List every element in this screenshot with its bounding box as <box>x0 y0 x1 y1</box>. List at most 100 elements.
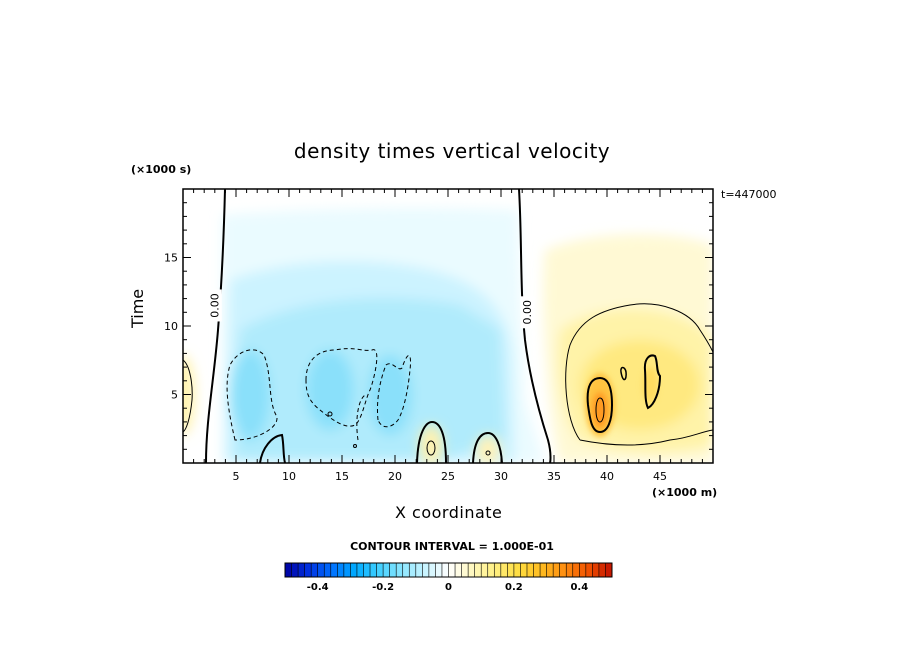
pos-contour-0.3 <box>595 397 605 423</box>
colorbar-segment <box>356 563 364 577</box>
chart-title: density times vertical velocity <box>293 139 611 163</box>
y-tick-label: 10 <box>164 320 178 333</box>
neg-contour-small-a <box>327 411 333 417</box>
colorbar-segment <box>370 563 377 577</box>
y-tick-label: 15 <box>164 252 178 265</box>
x-axis-unit: (×1000 m) <box>652 486 718 499</box>
colorbar-segment <box>572 563 580 577</box>
colorbar-segment <box>409 563 417 577</box>
contour-label-bg <box>207 289 222 322</box>
colorbar-segment <box>605 563 613 577</box>
colorbar-segment <box>324 563 332 577</box>
neg-contour-c <box>377 355 411 428</box>
colorbar <box>284 562 613 578</box>
colorbar-segment <box>500 563 508 577</box>
colorbar-segment <box>435 563 443 577</box>
x-tick-label: 45 <box>653 470 667 483</box>
pos-contour-small-a <box>426 440 436 456</box>
pos-contour-edge <box>183 359 193 433</box>
x-axis-title: X coordinate <box>395 503 503 522</box>
colorbar-frame <box>284 562 613 578</box>
colorbar-segment <box>311 563 318 577</box>
colorbar-segment <box>494 563 502 577</box>
colorbar-segment <box>474 563 482 577</box>
x-tick-label: 15 <box>335 470 349 483</box>
y-axis-unit: (×1000 s) <box>131 163 192 176</box>
colorbar-segment <box>317 563 325 577</box>
x-tick-label: 25 <box>441 470 455 483</box>
pos-contour-0.2 <box>586 376 614 434</box>
x-tick-label: 5 <box>233 470 240 483</box>
colorbar-segment <box>383 563 390 577</box>
colorbar-segment <box>540 563 547 577</box>
colorbar-segment <box>546 563 554 577</box>
pos-contour-0.1 <box>565 303 713 446</box>
colorbar-tick-label: -0.2 <box>372 582 394 593</box>
colorbar-segment <box>592 563 600 577</box>
colorbar-segment <box>389 563 397 577</box>
colorbar-tick-label: -0.4 <box>307 582 329 593</box>
negative-region <box>222 207 545 463</box>
colorbar-segment <box>415 563 423 577</box>
pos-contour-0.2b <box>643 354 662 410</box>
colorbar-segment <box>396 563 404 577</box>
colorbar-segment <box>330 563 338 577</box>
colorbar-segment <box>507 563 515 577</box>
colorbar-segment <box>363 563 371 577</box>
colorbar-segment <box>468 563 475 577</box>
zero-contour-bump-b <box>416 420 447 463</box>
neg-contour-b <box>305 348 378 427</box>
zero-contour-right <box>518 189 552 463</box>
colorbar-segment <box>337 563 345 577</box>
colorbar-segment <box>526 563 534 577</box>
colorbar-segment <box>402 563 410 577</box>
pos-contour-0.2c <box>620 366 627 381</box>
colorbar-segment <box>428 563 436 577</box>
zero-contour-bump-a <box>259 433 286 463</box>
colorbar-segment <box>376 563 384 577</box>
colorbar-tick-label: 0 <box>445 582 452 593</box>
colorbar-segment <box>566 563 574 577</box>
colorbar-segment <box>559 563 567 577</box>
y-tick-label: 5 <box>171 389 178 402</box>
colorbar-segment <box>585 563 593 577</box>
colorbar-segment <box>579 563 587 577</box>
zero-contour-bump-c <box>472 431 503 463</box>
time-stamp-label: t=447000 <box>721 188 777 201</box>
colorbar-tick-label: 0.2 <box>505 582 523 593</box>
x-tick-label: 10 <box>282 470 296 483</box>
colorbar-segment <box>343 563 351 577</box>
neg-contour-d <box>356 394 366 441</box>
colorbar-segment <box>455 563 462 577</box>
colorbar-tick-label: 0.4 <box>570 582 588 593</box>
pos-contour-small-b <box>485 450 491 456</box>
colorbar-segment <box>520 563 528 577</box>
colorbar-segment <box>487 563 495 577</box>
neg-contour-small-b <box>353 444 357 448</box>
colorbar-segment <box>350 563 358 577</box>
contour-interval-label: CONTOUR INTERVAL = 1.000E-01 <box>350 540 554 553</box>
colorbar-segment <box>533 563 541 577</box>
colorbar-segment <box>422 563 430 577</box>
x-tick-label: 30 <box>494 470 508 483</box>
x-tick-label: 20 <box>388 470 402 483</box>
colorbar-segment <box>298 563 305 577</box>
colorbar-segment <box>553 563 560 577</box>
neg-contour-a <box>226 349 278 441</box>
colorbar-segment <box>304 563 312 577</box>
contour-label: 0.00 <box>521 300 534 325</box>
colorbar-segment <box>291 563 299 577</box>
colorbar-segment <box>285 563 292 577</box>
x-tick-label: 40 <box>600 470 614 483</box>
colorbar-segment <box>461 563 469 577</box>
colorbar-segment <box>513 563 521 577</box>
colorbar-segment <box>441 563 449 577</box>
contour-label-bg <box>520 296 535 329</box>
colorbar-segment <box>481 563 489 577</box>
shaded-field <box>183 189 713 463</box>
colorbar-segment <box>598 563 606 577</box>
zero-contour-left <box>205 189 226 463</box>
x-tick-label: 35 <box>547 470 561 483</box>
colorbar-segment <box>448 563 456 577</box>
